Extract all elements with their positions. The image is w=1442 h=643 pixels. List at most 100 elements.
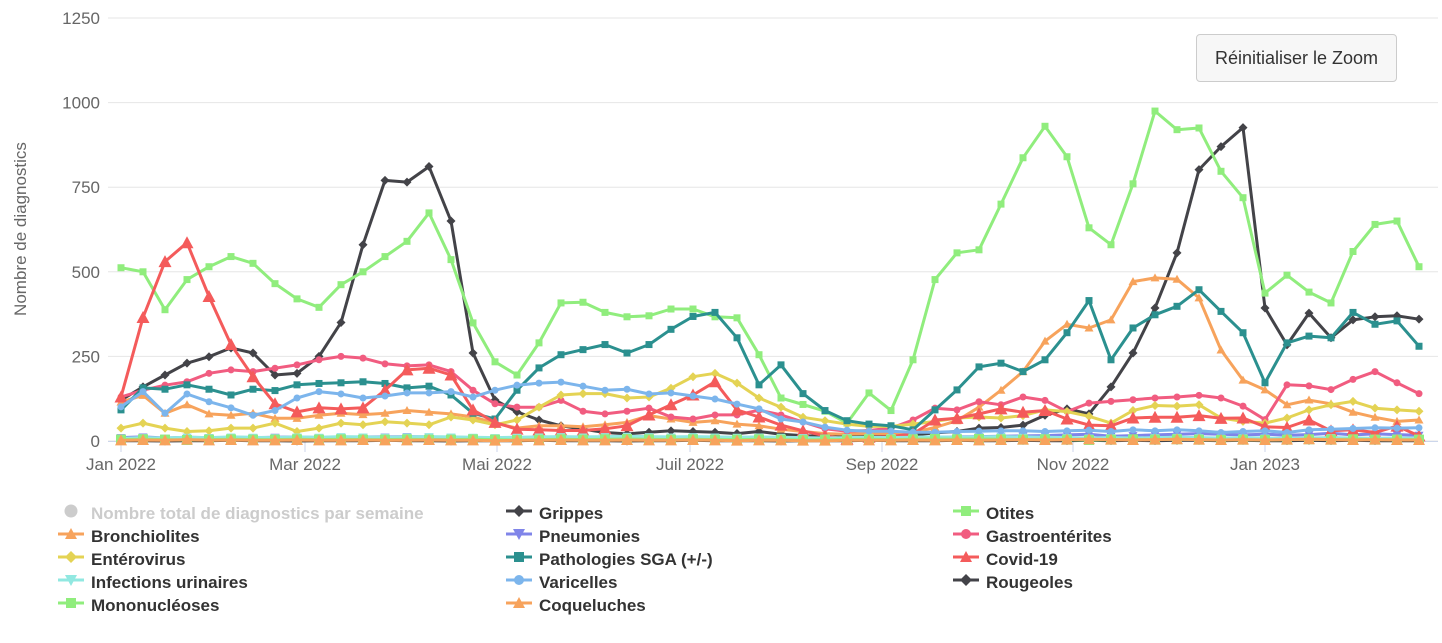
series-point-grippes bbox=[1106, 382, 1116, 392]
reset-zoom-button[interactable]: Réinitialiser le Zoom bbox=[1196, 34, 1397, 82]
series-point-bronchiolites bbox=[1370, 412, 1380, 421]
legend-item-varicelles[interactable]: Varicelles bbox=[505, 573, 952, 593]
series-point-otites bbox=[271, 280, 279, 288]
series-point-otites bbox=[315, 303, 323, 311]
triangle-down-marker-icon bbox=[57, 573, 85, 592]
legend-item-coqueluches[interactable]: Coqueluches bbox=[505, 596, 952, 616]
series-point-gastroenterites bbox=[1085, 399, 1093, 407]
series-point-coqueluches bbox=[1017, 433, 1029, 445]
legend-item-mononucleoses[interactable]: Mononucléoses bbox=[57, 596, 505, 616]
series-point-varicelles bbox=[1371, 424, 1379, 432]
series-point-covid-19 bbox=[774, 418, 788, 431]
x-axis-label: Jan 2022 bbox=[86, 455, 156, 474]
series-point-grippes bbox=[534, 415, 544, 425]
series-point-coqueluches bbox=[467, 434, 479, 446]
series-point-pathologies-sga bbox=[425, 382, 433, 390]
series-point-varicelles bbox=[139, 388, 147, 396]
series-point-covid-19 bbox=[1082, 418, 1096, 431]
series-point-grippes bbox=[468, 348, 478, 358]
series-point-enterovirus bbox=[556, 390, 566, 400]
series-point-varicelles bbox=[1239, 428, 1247, 436]
series-point-covid-19 bbox=[1126, 411, 1140, 424]
series-point-coqueluches bbox=[291, 433, 303, 445]
series-point-pathologies-sga bbox=[1261, 379, 1269, 387]
series-point-pathologies-sga bbox=[799, 390, 807, 398]
series-point-pathologies-sga bbox=[403, 384, 411, 392]
series-point-covid-19 bbox=[466, 403, 480, 416]
series-point-gastroenterites bbox=[1239, 402, 1247, 410]
legend-item-infections-urinaires[interactable]: Infections urinaires bbox=[57, 573, 505, 593]
series-point-varicelles bbox=[161, 409, 169, 417]
series-point-varicelles bbox=[205, 398, 213, 406]
series-point-gastroenterites bbox=[1107, 397, 1115, 405]
series-point-otites bbox=[447, 256, 455, 264]
series-point-bronchiolites bbox=[1414, 415, 1424, 424]
legend-item-gastroenterites[interactable]: Gastroentérites bbox=[952, 527, 1112, 547]
series-point-grippes bbox=[1304, 308, 1314, 318]
series-point-pathologies-sga bbox=[1327, 334, 1335, 342]
legend-item-total[interactable]: Nombre total de diagnostics par semaine bbox=[57, 504, 505, 524]
legend-item-covid-19[interactable]: Covid-19 bbox=[952, 550, 1112, 570]
circle-marker-icon bbox=[952, 527, 980, 546]
series-point-pathologies-sga bbox=[1415, 342, 1423, 350]
legend-item-otites[interactable]: Otites bbox=[952, 504, 1112, 524]
series-point-otites bbox=[579, 298, 587, 306]
series-point-varicelles bbox=[931, 428, 939, 436]
series-point-enterovirus bbox=[622, 393, 632, 403]
series-point-coqueluches bbox=[1127, 433, 1139, 445]
circle-marker-icon bbox=[505, 573, 533, 592]
series-point-pathologies-sga bbox=[359, 378, 367, 386]
legend-item-enterovirus[interactable]: Entérovirus bbox=[57, 550, 505, 570]
series-point-grippes bbox=[1018, 420, 1028, 430]
series-point-gastroenterites bbox=[1019, 393, 1027, 401]
series-point-varicelles bbox=[1195, 427, 1203, 435]
square-marker-icon bbox=[505, 550, 533, 569]
series-point-pathologies-sga bbox=[271, 387, 279, 395]
series-point-grippes bbox=[446, 216, 456, 226]
series-point-gastroenterites bbox=[1371, 368, 1379, 376]
series-point-bronchiolites bbox=[1216, 345, 1226, 354]
x-axis-label: Nov 2022 bbox=[1037, 455, 1110, 474]
series-point-coqueluches bbox=[973, 434, 985, 446]
series-point-bronchiolites bbox=[1128, 277, 1138, 286]
series-point-otites bbox=[1063, 153, 1071, 161]
series-point-coqueluches bbox=[225, 433, 237, 445]
series-point-pathologies-sga bbox=[1151, 311, 1159, 319]
series-point-enterovirus bbox=[1084, 411, 1094, 421]
series-point-gastroenterites bbox=[645, 404, 653, 412]
series-point-coqueluches bbox=[555, 433, 567, 445]
series-point-gastroenterites bbox=[1349, 375, 1357, 383]
series-point-covid-19 bbox=[136, 310, 150, 323]
triangle-marker-icon bbox=[505, 596, 533, 615]
series-point-covid-19 bbox=[1016, 405, 1030, 418]
series-point-bronchiolites bbox=[358, 410, 368, 419]
series-point-coqueluches bbox=[379, 434, 391, 446]
series-point-otites bbox=[1173, 126, 1181, 134]
series-point-covid-19 bbox=[334, 402, 348, 415]
series-point-enterovirus bbox=[732, 378, 742, 388]
series-point-gastroenterites bbox=[1129, 396, 1137, 404]
legend-item-rougeoles[interactable]: Rougeoles bbox=[952, 573, 1112, 593]
legend-item-pneumonies[interactable]: Pneumonies bbox=[505, 527, 952, 547]
series-point-pathologies-sga bbox=[1107, 356, 1115, 364]
series-point-varicelles bbox=[1305, 426, 1313, 434]
series-point-enterovirus bbox=[160, 423, 170, 433]
series-point-coqueluches bbox=[995, 433, 1007, 445]
series-point-covid-19 bbox=[114, 390, 128, 403]
series-point-gastroenterites bbox=[337, 352, 345, 360]
series-point-otites bbox=[469, 319, 477, 327]
series-point-pathologies-sga bbox=[381, 379, 389, 387]
series-point-pathologies-sga bbox=[227, 391, 235, 399]
series-point-gastroenterites bbox=[1041, 396, 1049, 404]
series-point-otites bbox=[557, 299, 565, 307]
series-point-varicelles bbox=[227, 404, 235, 412]
legend-item-pathologies-sga[interactable]: Pathologies SGA (+/-) bbox=[505, 550, 952, 570]
series-point-grippes bbox=[336, 318, 346, 328]
legend-item-grippes[interactable]: Grippes bbox=[505, 504, 952, 524]
series-point-bronchiolites bbox=[996, 385, 1006, 394]
series-point-grippes bbox=[270, 370, 280, 380]
series-point-otites bbox=[117, 264, 125, 272]
legend-item-bronchiolites[interactable]: Bronchiolites bbox=[57, 527, 505, 547]
series-point-covid-19 bbox=[488, 415, 502, 428]
series-point-grippes bbox=[182, 358, 192, 368]
